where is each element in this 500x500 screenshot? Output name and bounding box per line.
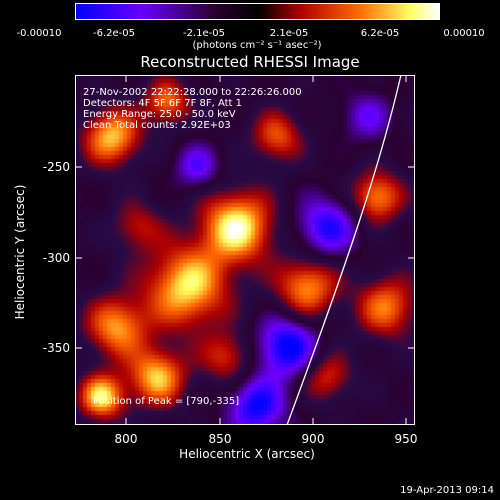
y-tick-label: -350 [42,341,70,355]
x-tick-label: 850 [208,432,232,446]
y-tick-label: -250 [42,160,70,174]
colorbar [75,3,440,20]
colorbar-tick: -0.00010 [16,28,62,39]
x-tick-label: 800 [114,432,138,446]
reconstructed-image [75,75,415,425]
colorbar-tick: 6.2e-05 [360,28,400,39]
x-axis-label: Heliocentric X (arcsec) [179,447,315,461]
colorbar-tick: -6.2e-05 [93,28,135,39]
x-tick-label: 950 [394,432,418,446]
plot-border [75,75,415,425]
timestamp-footer: 19-Apr-2013 09:14 [400,485,494,496]
y-axis-label: Heliocentric Y (arcsec) [13,184,27,320]
annotation-detectors: Detectors: 4F 5F 6F 7F 8F, Att 1 [83,98,243,109]
x-tick-label: 900 [301,432,325,446]
solar-limb-line [286,74,402,426]
annotation-method: Clean Total counts: 2.92E+03 [83,120,231,131]
rhessi-image-plot: 27-Nov-2002 22:22:28.000 to 22:26:26.000… [75,74,415,426]
colorbar-tick: -2.1e-05 [183,28,225,39]
plot-frame [75,74,415,426]
annotation-time: 27-Nov-2002 22:22:28.000 to 22:26:26.000 [83,87,302,98]
annotation-peak: Position of Peak = [790,-335] [93,396,240,407]
colorbar-tick: 2.1e-05 [269,28,309,39]
colorbar-tick: 0.00010 [443,28,485,39]
annotation-energy: Energy Range: 25.0 - 50.0 keV [83,109,236,120]
plot-title: Reconstructed RHESSI Image [140,53,360,71]
colorbar-units: (photons cm⁻² s⁻¹ asec⁻²) [192,40,322,51]
y-tick-label: -300 [42,251,70,265]
